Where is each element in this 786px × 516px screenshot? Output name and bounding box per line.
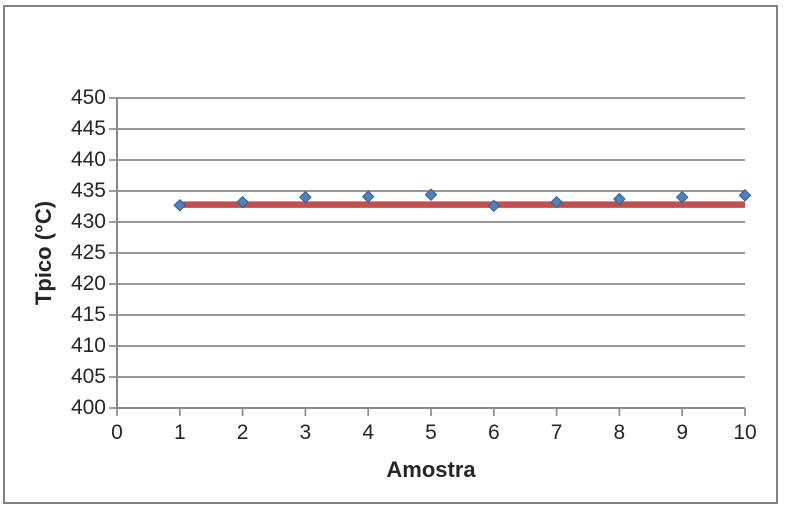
y-tick-label: 400 bbox=[70, 396, 106, 419]
x-tick-label: 9 bbox=[676, 421, 689, 444]
y-tick-label: 445 bbox=[70, 117, 106, 140]
y-tick-label: 420 bbox=[70, 272, 106, 295]
y-tick-label: 410 bbox=[70, 334, 106, 357]
data-point-diamond bbox=[299, 190, 312, 204]
x-tick-label: 6 bbox=[487, 421, 500, 444]
x-tick-label: 10 bbox=[733, 421, 757, 444]
y-tick-label: 440 bbox=[70, 148, 106, 171]
y-tick-label: 405 bbox=[70, 365, 106, 388]
x-axis-title: Amostra bbox=[386, 457, 476, 482]
x-tick-label: 5 bbox=[425, 421, 437, 444]
x-tick-label: 2 bbox=[236, 421, 249, 444]
y-tick-label: 435 bbox=[70, 179, 106, 202]
y-tick-label: 415 bbox=[70, 303, 106, 326]
data-point-diamond bbox=[424, 188, 438, 202]
data-point-diamond bbox=[738, 189, 752, 202]
y-tick-label: 450 bbox=[70, 86, 106, 109]
data-point-diamond bbox=[613, 192, 626, 206]
y-axis-title: Tpico (°C) bbox=[31, 200, 56, 306]
y-tick-label: 425 bbox=[70, 241, 106, 264]
x-tick-label: 7 bbox=[550, 421, 563, 444]
data-point-diamond bbox=[675, 190, 689, 204]
data-point-diamond bbox=[173, 198, 187, 212]
x-tick-label: 3 bbox=[299, 421, 312, 444]
x-tick-label: 1 bbox=[173, 421, 186, 444]
y-tick-label: 430 bbox=[70, 210, 106, 233]
data-point-diamond bbox=[550, 195, 563, 209]
data-point-diamond bbox=[361, 190, 375, 203]
data-point-diamond bbox=[236, 195, 249, 209]
chart-frame bbox=[3, 5, 778, 504]
x-tick-label: 0 bbox=[111, 421, 123, 444]
x-tick-label: 4 bbox=[362, 421, 375, 444]
x-tick-label: 8 bbox=[613, 421, 626, 444]
data-point-diamond bbox=[487, 199, 501, 213]
